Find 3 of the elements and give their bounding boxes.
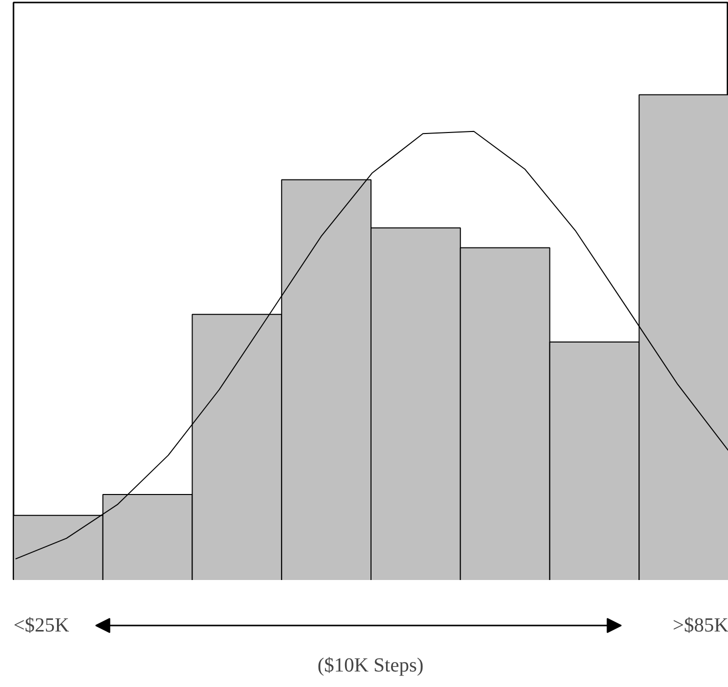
text: >$85K xyxy=(672,614,728,636)
text: <$25K xyxy=(14,614,70,636)
text: ($10K Steps) xyxy=(317,654,424,676)
